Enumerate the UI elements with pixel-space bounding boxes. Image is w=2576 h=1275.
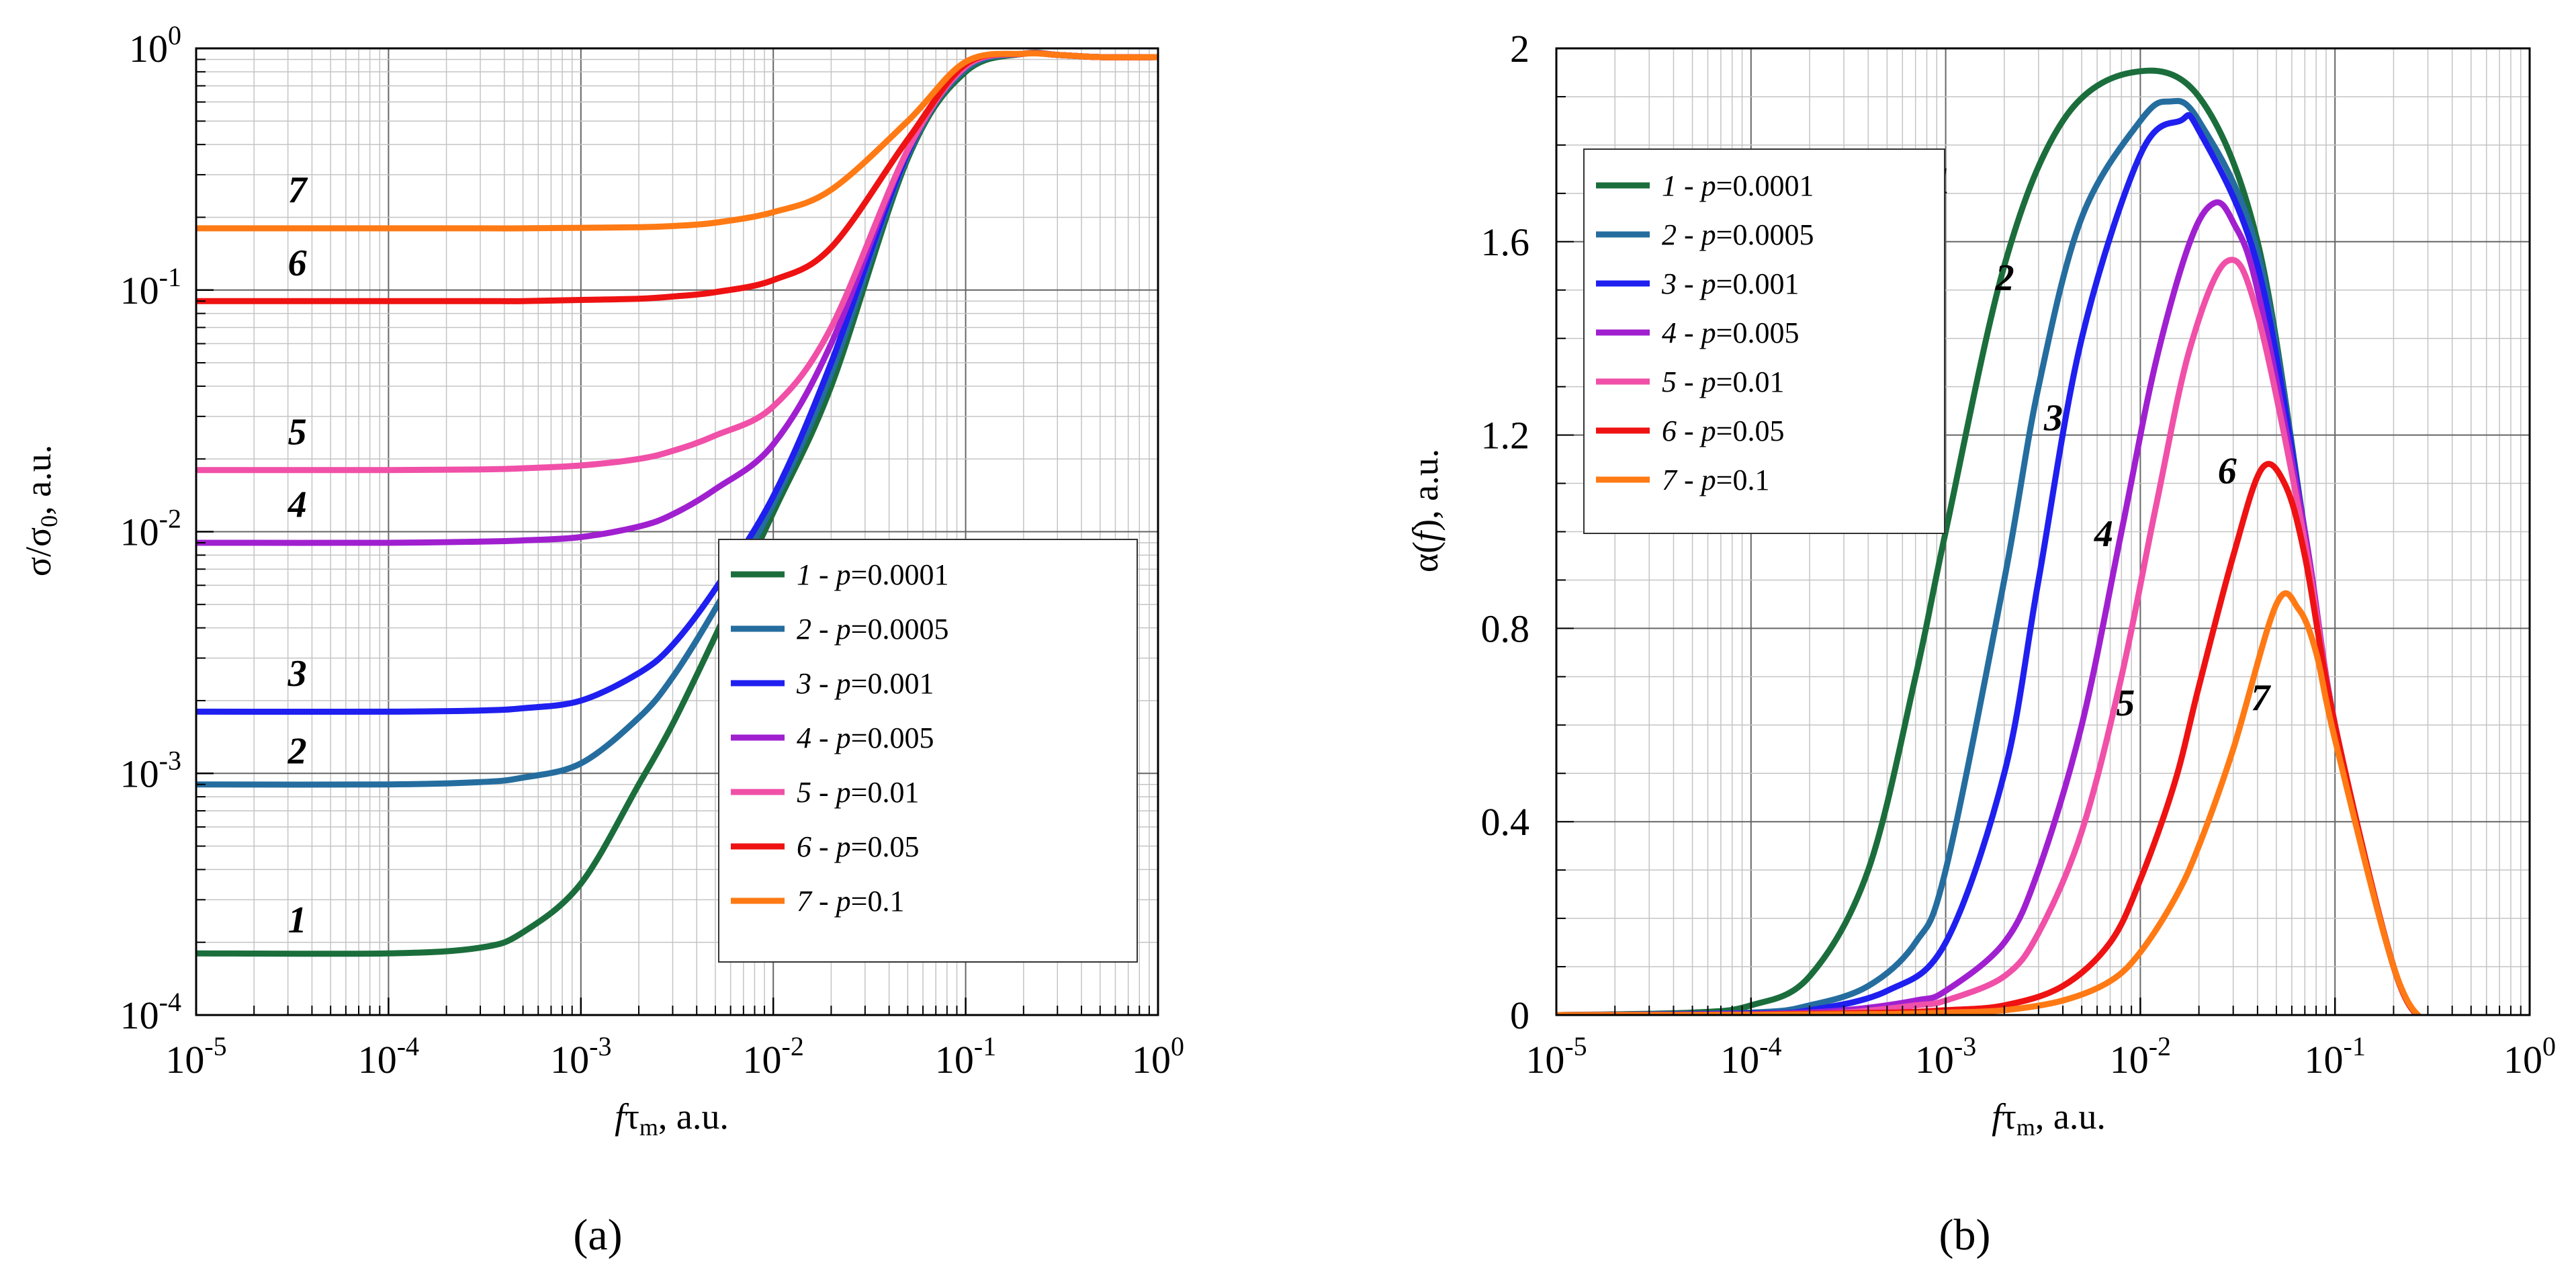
y-tick-label: 1.6 (1481, 220, 1530, 264)
panel-b-legend: 1 - p=0.0001 2 - p=0.0005 3 - p=0.001 4 - p… (1583, 148, 1945, 534)
legend-label-1: 1 - p=0.0001 (797, 558, 948, 591)
legend-box (1583, 148, 1945, 534)
curve-label-4: 4 (287, 484, 307, 526)
legend-label-5: 5 - p=0.01 (1662, 365, 1784, 398)
x-tick-label: 100 (2503, 1031, 2556, 1082)
x-tick-label: 10-1 (935, 1031, 996, 1082)
panel-b-ticks (1555, 48, 2522, 1016)
panel-a-curve-labels: 1 2 3 4 5 6 7 (287, 170, 308, 941)
curve-label-2: 2 (287, 730, 307, 772)
legend-box (718, 539, 1138, 963)
y-tick-label: 100 (129, 20, 181, 71)
curve-label-2: 2 (1995, 257, 2014, 299)
legend-label-5: 5 - p=0.01 (797, 776, 919, 809)
panel-a-y-tick-labels: 10-4 10-3 10-2 10-1 100 (120, 20, 181, 1037)
panel-a-legend: 1 - p=0.0001 2 - p=0.0005 3 - p=0.001 4 - p… (718, 539, 1138, 963)
y-tick-label: 0.8 (1481, 607, 1530, 650)
curve-label-5: 5 (288, 411, 307, 453)
curve-label-4: 4 (2094, 513, 2113, 555)
curve-label-1: 1 (288, 899, 307, 941)
panel-a-y-axis-label: σ/σ0, a.u. (18, 445, 62, 576)
legend-label-3: 3 - p=0.001 (1661, 267, 1799, 300)
legend-label-3: 3 - p=0.001 (796, 667, 934, 700)
panel-a-curves (196, 49, 1158, 957)
legend-label-2: 2 - p=0.0005 (1662, 218, 1814, 251)
series-line-6 (196, 50, 1158, 304)
panel-b-y-tick-labels: 0 0.4 0.8 1.2 1.6 2 (1481, 27, 1530, 1037)
y-tick-label: 1.2 (1481, 414, 1530, 457)
x-tick-label: 10-2 (2110, 1031, 2171, 1082)
panel-b-y-axis-label: α(f), a.u. (1405, 449, 1446, 572)
series-line-7 (1556, 590, 2423, 1015)
legend-label-7: 7 - p=0.1 (1662, 464, 1769, 496)
x-tick-label: 10-4 (1720, 1031, 1781, 1082)
legend-label-4: 4 - p=0.005 (797, 721, 934, 754)
x-tick-label: 10-4 (358, 1031, 419, 1082)
x-tick-label: 100 (1132, 1031, 1184, 1082)
curve-label-5: 5 (2116, 683, 2135, 724)
legend-label-7: 7 - p=0.1 (797, 885, 904, 918)
legend-label-6: 6 - p=0.05 (1662, 414, 1784, 447)
y-tick-label: 10-1 (120, 262, 181, 312)
legend-label-2: 2 - p=0.0005 (797, 613, 948, 646)
y-tick-label: 10-4 (120, 987, 181, 1037)
curve-label-6: 6 (288, 243, 307, 284)
panel-b: 10-5 10-4 10-3 10-2 10-1 100 0 0.4 0.8 1.2 1.6 2 1… (1405, 27, 2556, 1260)
curve-label-3: 3 (2043, 397, 2063, 439)
panel-a-ticks (195, 58, 1150, 1016)
x-tick-label: 10-5 (165, 1031, 226, 1082)
caption-a: (a) (573, 1211, 622, 1260)
curve-label-7: 7 (288, 170, 308, 212)
panel-b-x-tick-labels: 10-5 10-4 10-3 10-2 10-1 100 (1525, 1031, 2556, 1082)
y-tick-label: 10-2 (120, 504, 181, 554)
panel-b-curves (1556, 67, 2423, 1015)
panel-b-x-axis-label: fτm, a.u. (1992, 1096, 2106, 1141)
x-tick-label: 10-3 (1915, 1031, 1976, 1082)
x-tick-label: 10-2 (743, 1031, 804, 1082)
panel-a-x-tick-labels: 10-5 10-4 10-3 10-2 10-1 100 (165, 1031, 1184, 1082)
panel-a: 10-5 10-4 10-3 10-2 10-1 100 10-410-310-210-1… (18, 20, 1184, 1260)
curve-label-6: 6 (2218, 451, 2237, 492)
caption-b: (b) (1939, 1211, 1991, 1260)
legend-label-4: 4 - p=0.005 (1662, 316, 1799, 349)
curve-label-3: 3 (287, 653, 307, 695)
panel-a-x-axis-label: fτm, a.u. (615, 1096, 729, 1141)
y-tick-label: 0.4 (1481, 800, 1530, 844)
legend-label-6: 6 - p=0.05 (797, 830, 919, 863)
x-tick-label: 10-1 (2305, 1031, 2366, 1082)
y-tick-label: 0 (1510, 994, 1529, 1037)
legend-label-1: 1 - p=0.0001 (1662, 169, 1814, 202)
curve-label-7: 7 (2251, 678, 2271, 719)
y-tick-label: 10-3 (120, 745, 181, 795)
x-tick-label: 10-3 (550, 1031, 611, 1082)
x-tick-label: 10-5 (1525, 1031, 1587, 1082)
series-line-5 (196, 50, 1158, 474)
y-tick-label: 2 (1510, 27, 1529, 71)
series-line-7 (196, 50, 1158, 232)
